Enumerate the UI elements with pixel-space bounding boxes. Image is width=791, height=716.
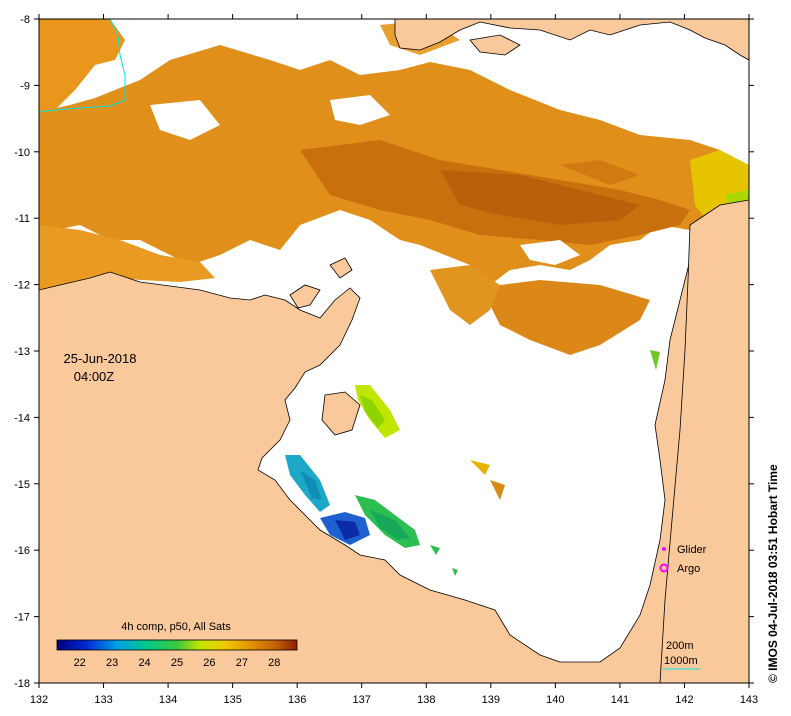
platform-legend: Glider Argo [659, 544, 707, 575]
y-tick-label: -8 [20, 14, 30, 26]
y-tick-label: -11 [15, 213, 30, 225]
y-tick-label: -10 [14, 147, 30, 159]
x-tick-label: 143 [740, 694, 758, 706]
time-label: 04:00Z [74, 369, 115, 384]
y-tick-label: -17 [14, 612, 30, 624]
x-tick-label: 136 [288, 694, 306, 706]
y-tick-label: -12 [14, 280, 30, 292]
glider-marker-icon [662, 547, 666, 551]
glider-label: Glider [677, 544, 707, 556]
x-tick-label: 135 [223, 694, 241, 706]
y-tick-label: -14 [14, 412, 30, 424]
map-plot-area [39, 19, 749, 683]
wessel-islands [289, 284, 321, 309]
island-north [469, 34, 521, 56]
island-small-1 [329, 257, 353, 279]
argo-label: Argo [677, 563, 700, 575]
x-tick-label: 138 [417, 694, 435, 706]
colorbar-tick-label: 26 [203, 657, 215, 669]
x-tick-label: 133 [94, 694, 112, 706]
y-tick-label: -13 [14, 346, 30, 358]
colorbar-tick-label: 27 [236, 657, 248, 669]
y-tick-label: -9 [20, 80, 30, 92]
cape-york [659, 199, 749, 683]
colorbar-ticks: 22 23 24 25 26 27 28 [74, 657, 281, 669]
x-tick-label: 134 [159, 694, 177, 706]
land [39, 19, 749, 683]
y-tick-label: -16 [14, 545, 30, 557]
colorbar-tick-label: 24 [138, 657, 150, 669]
colorbar-tick-label: 28 [268, 657, 280, 669]
x-tick-label: 142 [675, 694, 693, 706]
colorbar: 4h comp, p50, All Sats 22 23 24 25 26 27 28 [56, 621, 298, 669]
x-tick-label: 132 [30, 694, 48, 706]
sst-coastal-streaks [285, 385, 458, 576]
date-label: 25-Jun-2018 [64, 351, 137, 366]
y-axis: -8 -9 -10 -11 -12 -13 -14 -15 -16 -17 -18 [14, 14, 754, 690]
papua-new-guinea [394, 19, 749, 61]
x-axis: 132 133 134 135 136 137 138 139 140 141 142 143 [30, 14, 758, 706]
colorbar-bar [56, 639, 298, 651]
x-tick-label: 141 [611, 694, 629, 706]
argo-marker-icon [659, 563, 669, 573]
x-tick-label: 139 [482, 694, 500, 706]
colorbar-tick-label: 23 [106, 657, 118, 669]
colorbar-title: 4h comp, p50, All Sats [121, 621, 231, 633]
y-tick-label: -15 [14, 479, 30, 491]
x-tick-label: 137 [353, 694, 371, 706]
arnhem-land [39, 204, 749, 683]
groote-eylandt [321, 391, 361, 436]
contour-1000-label: 1000m [664, 655, 698, 667]
colorbar-tick-label: 25 [171, 657, 183, 669]
contour-200-label: 200m [666, 640, 694, 652]
credit-text: © IMOS 04-Jul-2018 03:51 Hobart Time [766, 464, 780, 683]
colorbar-tick-label: 22 [74, 657, 86, 669]
contour-legend: 200m 1000m [663, 640, 700, 670]
x-tick-label: 140 [546, 694, 564, 706]
y-tick-label: -18 [14, 678, 30, 690]
bathymetry-contour [39, 19, 126, 113]
